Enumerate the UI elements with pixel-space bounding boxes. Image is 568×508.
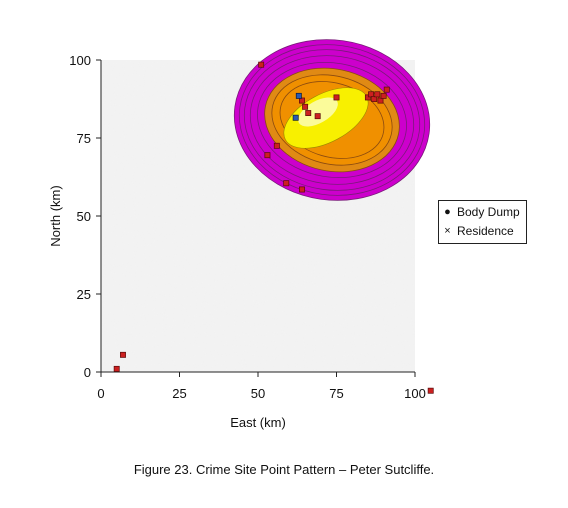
crime-point — [113, 365, 120, 372]
legend-item-residence: × Residence — [443, 222, 520, 241]
residence-point — [292, 114, 299, 121]
crime-point — [302, 103, 309, 110]
x-tick-label: 25 — [172, 386, 186, 401]
crime-point — [264, 152, 271, 159]
crime-point — [427, 387, 434, 394]
y-tick-label: 75 — [77, 131, 91, 146]
body-dump-marker-icon: ● — [444, 206, 451, 218]
density-surface — [233, 39, 431, 201]
x-tick-label: 50 — [251, 386, 265, 401]
legend-label-residence: Residence — [457, 224, 514, 238]
crime-point — [120, 351, 126, 358]
crime-point — [273, 142, 280, 149]
crime-point — [299, 97, 305, 104]
density-peak — [298, 97, 338, 127]
y-tick-label: 50 — [77, 209, 91, 224]
legend: ● Body Dump × Residence — [438, 200, 527, 244]
x-axis-label: East (km) — [230, 415, 286, 430]
crime-point — [258, 61, 265, 68]
residence-points — [292, 92, 302, 121]
crime-point — [364, 94, 371, 101]
crime-point — [305, 110, 312, 116]
y-axis-ticks: 0 25 50 75 100 — [69, 53, 101, 380]
crime-point — [283, 180, 290, 187]
x-tick-label: 0 — [97, 386, 104, 401]
figure-caption: Figure 23. Crime Site Point Pattern – Pe… — [133, 462, 435, 477]
crime-point — [383, 86, 390, 93]
crime-point — [333, 94, 340, 101]
legend-label-body-dump: Body Dump — [457, 205, 520, 219]
y-tick-label: 100 — [69, 53, 91, 68]
legend-item-body-dump: ● Body Dump — [443, 203, 520, 222]
crime-point — [314, 113, 321, 120]
crime-point — [380, 92, 387, 99]
crime-point — [374, 91, 381, 98]
x-tick-label: 100 — [404, 386, 426, 401]
x-tick-label: 75 — [329, 386, 343, 401]
y-tick-label: 0 — [84, 365, 91, 380]
crime-point — [368, 91, 374, 98]
x-axis-ticks: 0 25 50 75 100 — [97, 372, 426, 401]
crime-point — [371, 96, 378, 102]
y-axis-label: North (km) — [48, 185, 63, 246]
residence-point — [295, 92, 302, 99]
crime-point — [377, 97, 384, 104]
y-tick-label: 25 — [77, 287, 91, 302]
residence-marker-icon: × — [444, 225, 451, 237]
crime-points — [113, 61, 434, 394]
crime-point — [299, 186, 305, 193]
